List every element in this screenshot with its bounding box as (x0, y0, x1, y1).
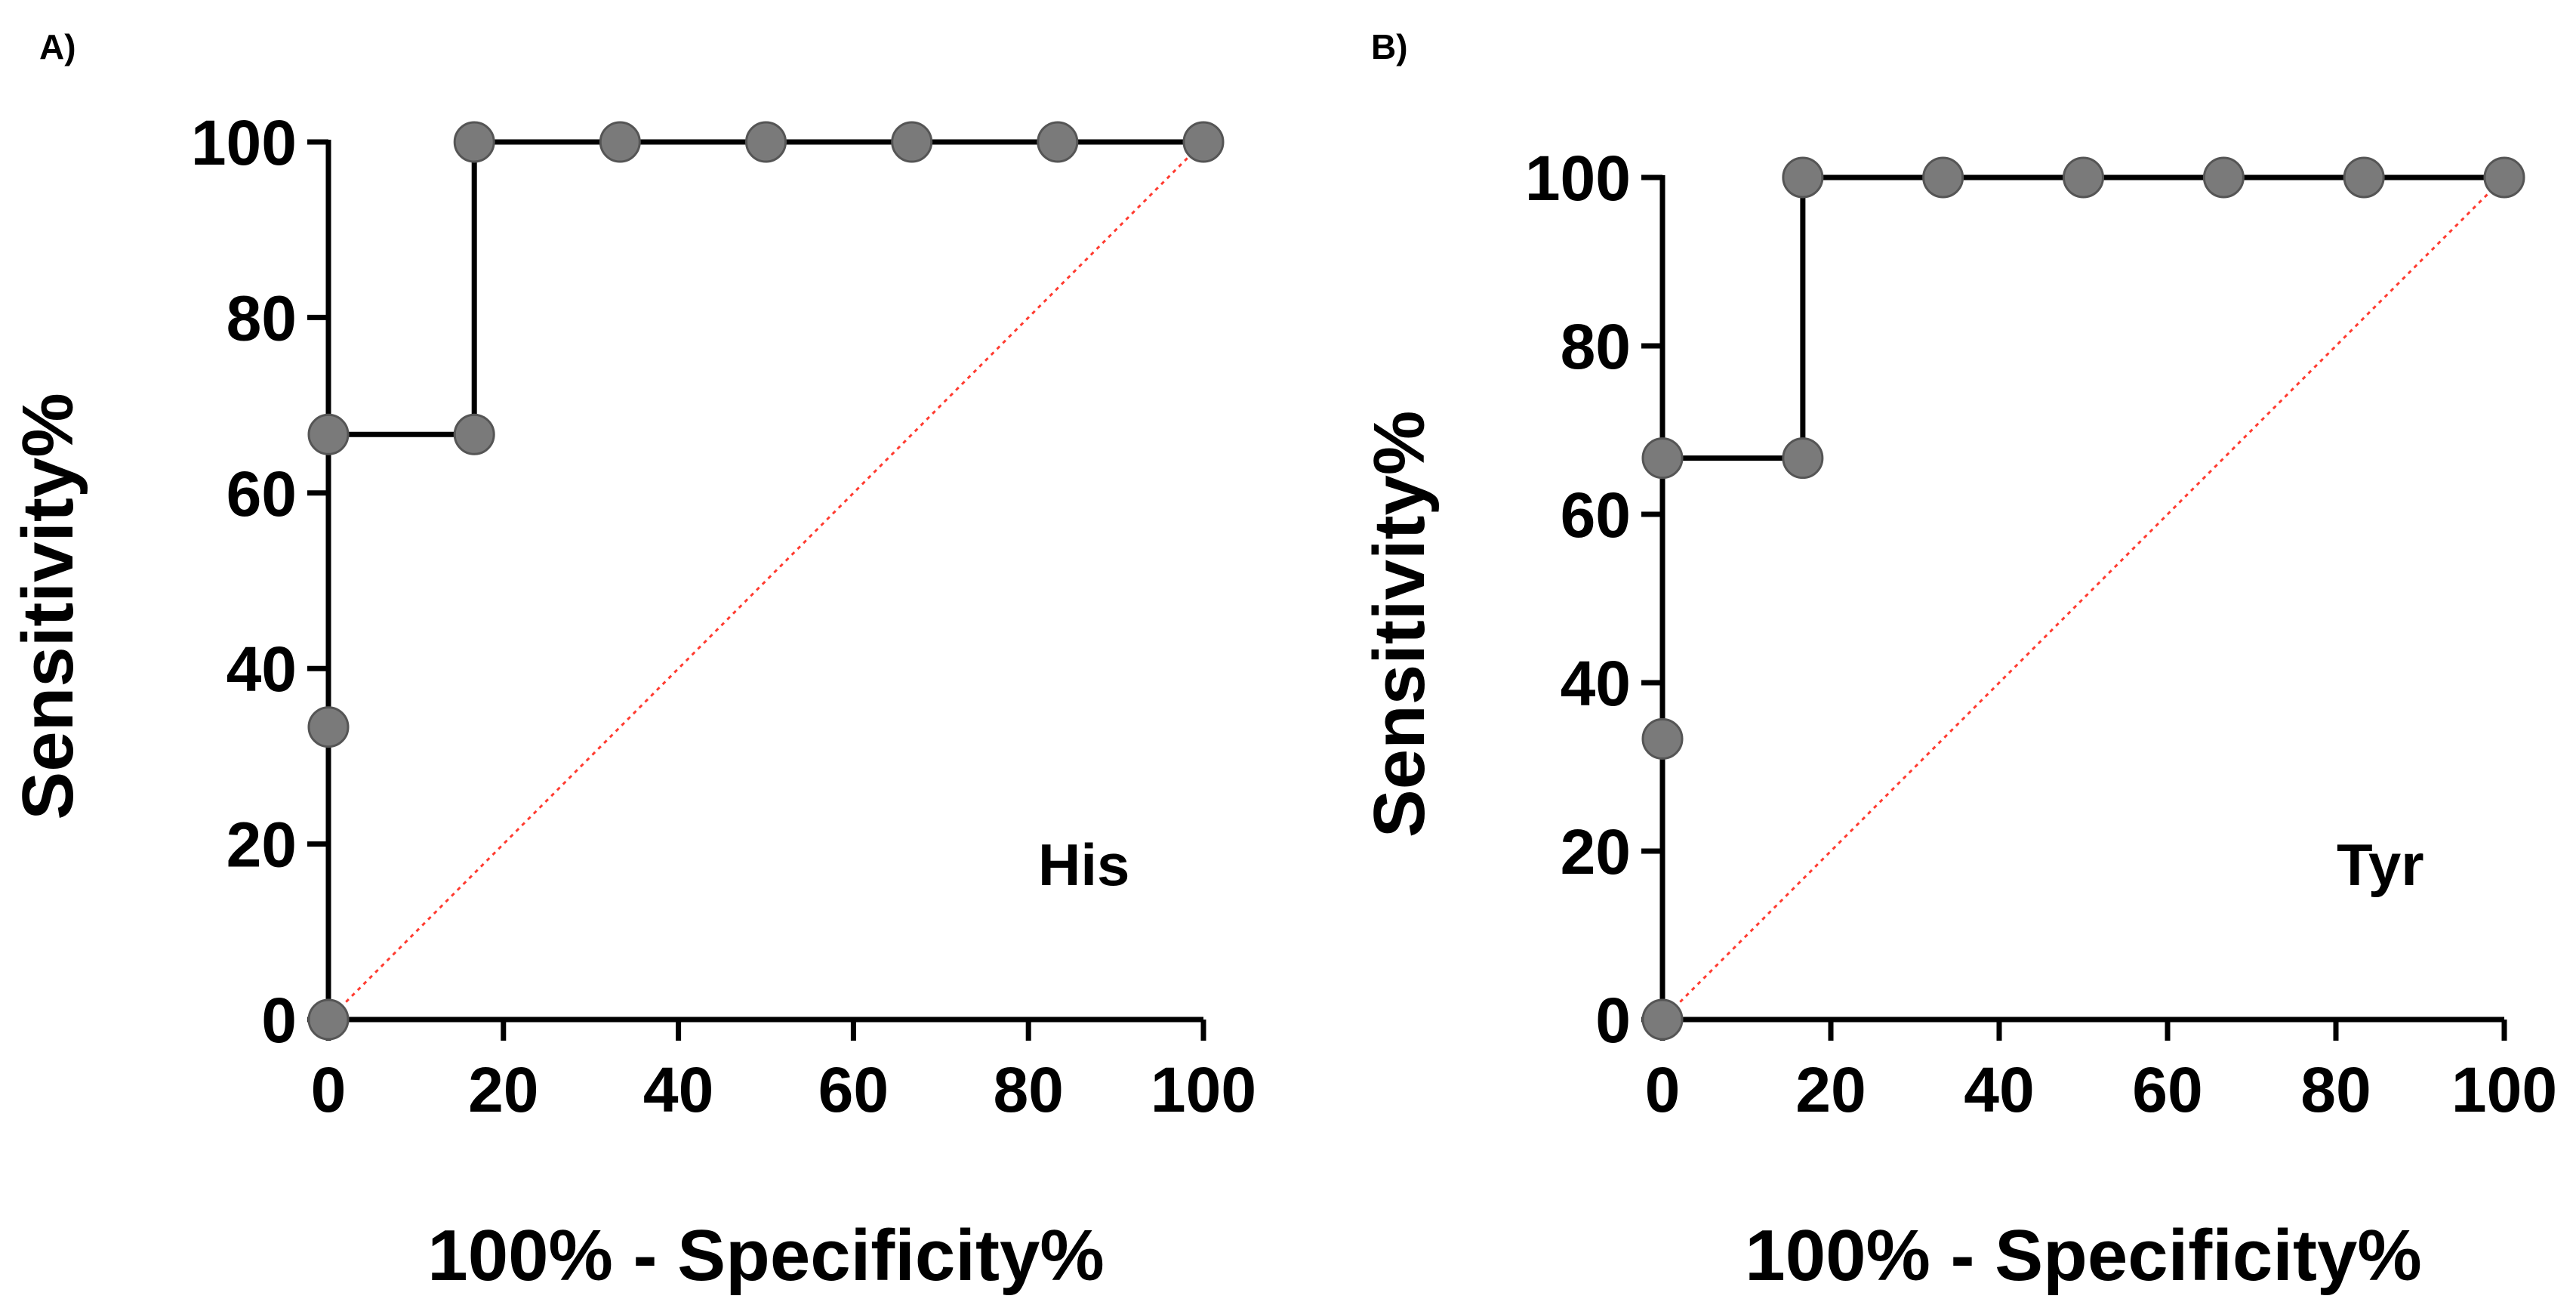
roc-curve-line (325, 139, 1203, 1020)
roc-data-point (307, 998, 350, 1041)
x-tick-label: 100 (2451, 1054, 2557, 1125)
roc-data-point (307, 413, 350, 455)
roc-data-point (1037, 121, 1079, 163)
x-tick-label: 0 (311, 1054, 347, 1125)
x-tick-label: 80 (993, 1054, 1063, 1125)
roc-data-point (1641, 717, 1684, 760)
x-tick-label: 20 (468, 1054, 538, 1125)
y-axis-title: Sensitivity% (1359, 411, 1440, 838)
y-tick-label: 20 (1561, 816, 1631, 887)
roc-data-point (599, 121, 641, 163)
y-tick-label: 100 (1525, 143, 1631, 214)
x-tick-label: 0 (1645, 1054, 1681, 1125)
reference-line (327, 140, 1205, 1021)
roc-data-point (1641, 437, 1684, 480)
y-tick-label: 60 (1561, 480, 1631, 551)
y-tick-label: 20 (226, 810, 297, 881)
panel-a-his: A) 0 20 40 60 80 100 0 20 40 60 80 100 100% - Specifi… (8, 27, 1256, 1296)
x-tick-label: 60 (2132, 1054, 2202, 1125)
roc-data-point (1641, 998, 1684, 1041)
roc-curve-line (1659, 174, 2504, 1020)
roc-data-point (2343, 156, 2385, 199)
roc-data-point (745, 121, 787, 163)
roc-data-point (2483, 156, 2525, 199)
roc-data-point (891, 121, 933, 163)
x-tick-label: 100 (1151, 1054, 1256, 1125)
y-tick-label: 80 (1561, 311, 1631, 382)
panel-annotation: Tyr (2337, 831, 2424, 898)
roc-data-point (2202, 156, 2245, 199)
roc-data-point (1782, 156, 1824, 199)
y-tick-label: 0 (1595, 985, 1631, 1056)
y-axis-title: Sensitivity% (8, 393, 88, 820)
roc-data-point (1922, 156, 1964, 199)
roc-data-point (2063, 156, 2104, 199)
roc-data-point (453, 121, 495, 163)
panel-label: B) (1371, 27, 1408, 66)
y-tick-label: 80 (226, 282, 297, 353)
x-tick-label: 80 (2300, 1054, 2371, 1125)
y-tick-label: 100 (191, 107, 297, 178)
panel-b-tyr: B) 0 20 40 60 80 100 0 20 40 60 80 100 100% - Specifi… (1359, 27, 2557, 1296)
panel-annotation: His (1038, 831, 1129, 898)
roc-data-point (307, 706, 350, 748)
roc-data-point (453, 413, 495, 455)
panel-label: A) (39, 27, 76, 66)
y-tick-label: 40 (1561, 648, 1631, 719)
roc-data-point (1782, 437, 1824, 480)
x-tick-label: 60 (818, 1054, 889, 1125)
x-tick-label: 40 (643, 1054, 713, 1125)
roc-data-point (1182, 121, 1225, 163)
x-tick-label: 20 (1795, 1054, 1866, 1125)
x-axis-title: 100% - Specificity% (427, 1215, 1104, 1296)
x-tick-label: 40 (1964, 1054, 2034, 1125)
y-tick-label: 60 (226, 458, 297, 529)
y-tick-label: 0 (261, 985, 297, 1056)
x-axis-title: 100% - Specificity% (1745, 1215, 2421, 1296)
y-tick-label: 40 (226, 634, 297, 705)
